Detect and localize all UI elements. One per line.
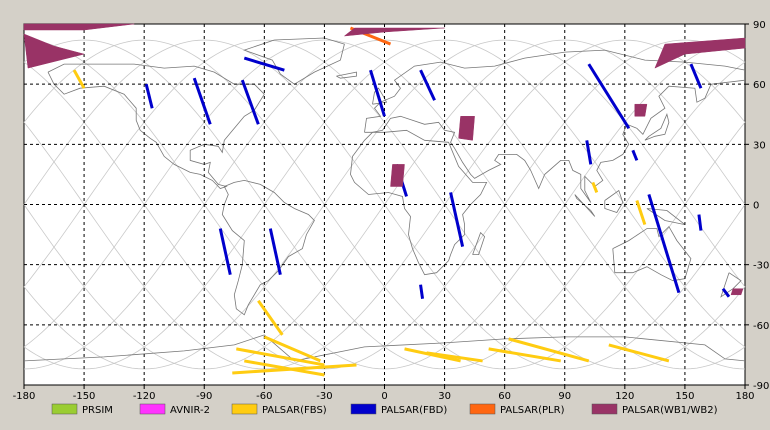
strip-palsar-fbd — [689, 63, 703, 89]
strip-palsar-fbs — [263, 335, 322, 363]
coastline — [612, 225, 692, 282]
region-palsar-wb1-wb2 — [654, 37, 746, 69]
strip-palsar-fbd — [647, 194, 681, 294]
strip-palsar-fbs — [635, 200, 647, 226]
x-tick-label: 150 — [675, 391, 694, 402]
legend: PRSIM AVNIR-2 PALSAR(FBS) PALSAR(FBD) PALSAR… — [51, 403, 718, 416]
strip-palsar-fbd — [240, 79, 260, 125]
strip-palsar-fbd — [449, 192, 465, 247]
coastlines — [23, 37, 746, 362]
x-tick-label: 90 — [558, 391, 571, 402]
strip-palsar-fbd — [419, 69, 436, 101]
strip-palsar-fbd — [243, 56, 285, 72]
coastline — [472, 231, 486, 255]
y-tick-label: 90 — [753, 20, 766, 31]
strip-palsar-fbd — [218, 228, 232, 276]
region-palsar-wb1-wb2 — [390, 164, 405, 187]
coastline — [364, 49, 746, 133]
x-tick-label: 120 — [615, 391, 634, 402]
strip-palsar-fbs — [232, 363, 357, 375]
legend-label: AVNIR-2 — [170, 405, 210, 416]
legend-label: PALSAR(FBD) — [381, 405, 447, 416]
x-tick-label: -120 — [133, 391, 156, 402]
y-tick-label: 60 — [753, 80, 766, 91]
strip-palsar-fbd — [721, 287, 731, 298]
coastline — [336, 71, 357, 79]
strip-palsar-fbd — [369, 69, 386, 117]
x-tick-label: 60 — [498, 391, 511, 402]
coastline — [243, 37, 345, 85]
strip-palsar-fbd — [587, 63, 631, 130]
region-palsar-wb1-wb2 — [634, 103, 648, 117]
region-palsar-wb1-wb2 — [23, 33, 85, 69]
y-tick-label: 30 — [753, 140, 766, 151]
legend-label: PALSAR(FBS) — [262, 405, 327, 416]
strip-palsar-fbs — [257, 299, 284, 336]
legend-label: PALSAR(PLR) — [500, 405, 565, 416]
strip-palsar-fbs — [591, 181, 599, 194]
orbit-track — [23, 39, 746, 370]
coastline — [23, 334, 746, 362]
coastline — [604, 189, 624, 213]
x-tick-label: -180 — [13, 391, 36, 402]
legend-label: PRSIM — [82, 405, 113, 416]
strip-palsar-fbd — [192, 77, 212, 125]
strip-palsar-fbs — [236, 347, 325, 367]
grid-lines — [24, 24, 745, 385]
legend-label: PALSAR(WB1/WB2) — [622, 405, 718, 416]
legend-swatch — [51, 403, 78, 415]
strip-palsar-fbs — [488, 347, 561, 363]
coastline — [364, 79, 746, 203]
coastline — [350, 129, 488, 276]
legend-swatch — [469, 403, 496, 415]
coastline — [47, 63, 265, 189]
coastline — [644, 113, 670, 141]
legend-swatch — [231, 403, 258, 415]
strip-palsar-fbd — [585, 140, 593, 165]
y-tick-label: -30 — [753, 261, 769, 272]
strip-palsar-fbd — [144, 83, 154, 109]
x-tick-label: -90 — [196, 391, 212, 402]
strip-palsar-fbs — [244, 359, 325, 377]
region-palsar-wb1-wb2 — [23, 23, 135, 31]
legend-swatch — [139, 403, 166, 415]
region-palsar-wb1-wb2 — [458, 116, 475, 141]
coastline — [574, 194, 596, 217]
strip-palsar-fbd — [419, 284, 425, 299]
y-tick-label: -90 — [753, 381, 769, 392]
x-tick-label: 0 — [381, 391, 387, 402]
x-tick-label: -30 — [316, 391, 332, 402]
strip-palsar-fbd — [268, 228, 282, 276]
x-tick-label: 180 — [735, 391, 754, 402]
strip-palsar-fbs — [72, 69, 86, 89]
x-tick-label: 30 — [438, 391, 451, 402]
x-tick-label: -150 — [73, 391, 96, 402]
legend-swatch — [350, 403, 377, 415]
acquisition-strips — [23, 23, 746, 377]
strip-palsar-fbd — [631, 149, 639, 161]
x-tick-label: -60 — [256, 391, 272, 402]
strip-palsar-fbs — [508, 337, 590, 363]
strip-palsar-fbd — [697, 214, 703, 231]
y-tick-label: -60 — [753, 321, 769, 332]
y-tick-label: 0 — [753, 201, 759, 212]
legend-swatch — [591, 403, 618, 415]
region-palsar-wb1-wb2 — [730, 288, 744, 296]
strip-palsar-fbs — [608, 343, 670, 363]
axis-ticks: -180 -150 -120 -90 -60 -30 0 30 60 90 120 150 180 90 6… — [13, 20, 770, 402]
strip-palsar-fbs — [426, 351, 483, 363]
region-palsar-wb1-wb2 — [343, 27, 445, 37]
